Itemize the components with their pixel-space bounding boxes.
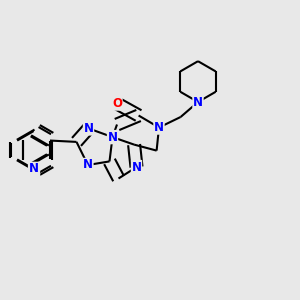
- Text: N: N: [193, 95, 203, 109]
- Text: N: N: [29, 164, 40, 177]
- Text: N: N: [83, 122, 94, 135]
- Text: N: N: [107, 130, 118, 144]
- Text: N: N: [131, 160, 142, 174]
- Text: N: N: [154, 121, 164, 134]
- Text: N: N: [28, 162, 39, 176]
- Text: N: N: [83, 158, 93, 172]
- Text: O: O: [112, 97, 122, 110]
